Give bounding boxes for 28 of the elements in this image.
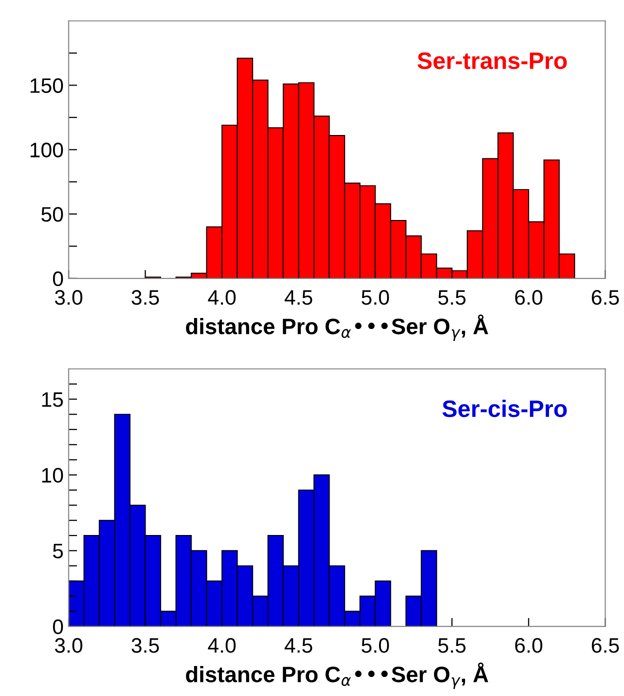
x-tick-label: 3.5 (132, 290, 159, 305)
x-tick-label: 4.0 (208, 638, 236, 653)
x-tick-label: 5.0 (362, 290, 389, 305)
x-tick-label: 3.5 (132, 638, 159, 653)
x-axis-title: distance Pro C$_{α}$•••Ser O$_{γ}$, Å (186, 662, 488, 689)
y-tick-label: 150 (30, 78, 63, 94)
annotation: Ser-cis-Pro (442, 400, 567, 418)
x-tick-label: 5.5 (438, 638, 466, 653)
y-tick-label: 100 (30, 142, 63, 158)
y-tick-label: 15 (42, 392, 63, 407)
x-tick-label: 4.5 (284, 290, 312, 305)
x-tick-label: 6.0 (515, 638, 542, 653)
x-tick-label: 6.5 (592, 638, 619, 653)
x-tick-label: 5.0 (362, 638, 389, 653)
y-tick-label: 0 (53, 619, 63, 634)
y-tick-label: 5 (53, 544, 63, 558)
x-tick-label: 5.5 (438, 290, 466, 305)
x-tick-label: 4.5 (284, 638, 312, 653)
y-tick-label: 0 (53, 271, 63, 286)
y-tick-label: 50 (41, 207, 63, 222)
x-axis-title: distance Pro C$_{α}$•••Ser O$_{γ}$, Å (186, 314, 488, 341)
x-tick-label: 6.0 (515, 290, 542, 305)
x-tick-label: 4.0 (208, 290, 236, 305)
x-tick-label: 3.0 (54, 638, 82, 653)
x-tick-label: 6.5 (592, 290, 619, 305)
annotation: Ser-trans-Pro (418, 52, 567, 70)
x-tick-label: 3.0 (54, 290, 82, 305)
y-tick-label: 10 (42, 468, 63, 483)
